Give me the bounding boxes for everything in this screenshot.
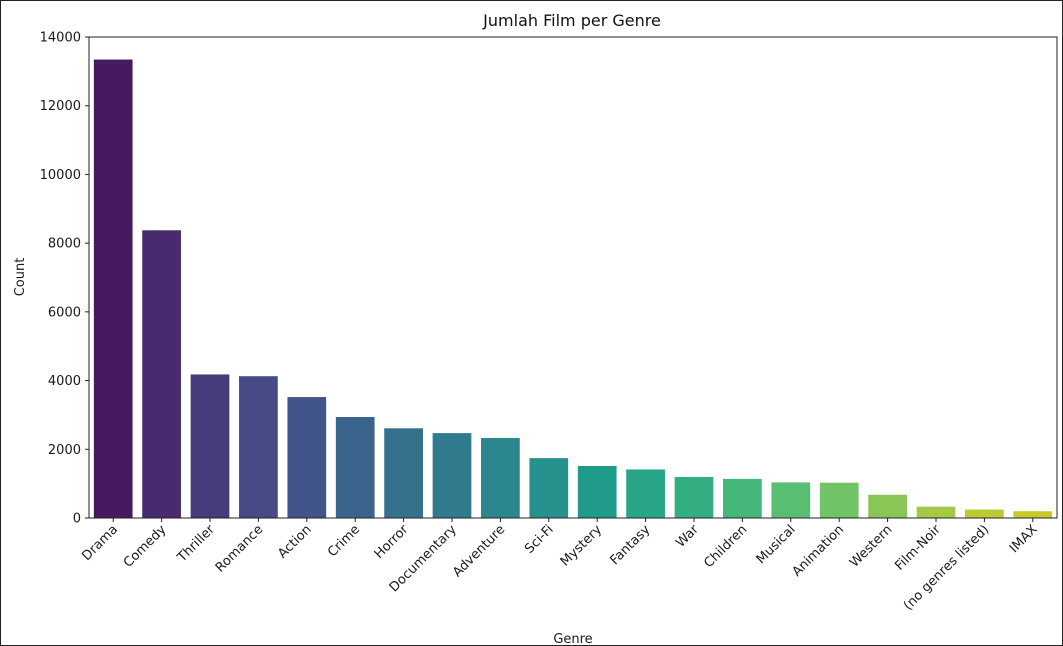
- y-tick-label: 6000: [48, 305, 81, 320]
- bar-comedy: [142, 230, 181, 519]
- bar-sci-fi: [529, 458, 569, 518]
- x-tick-label: Western: [847, 522, 895, 570]
- bar-film-noir: [916, 506, 956, 518]
- bar-children: [723, 478, 762, 518]
- x-tick-label: Horror: [372, 522, 412, 562]
- x-tick-label: Action: [275, 522, 314, 561]
- x-tick-label: Sci-Fi: [522, 522, 557, 557]
- x-tick-label: Comedy: [121, 522, 170, 571]
- bar-horror: [384, 428, 423, 518]
- bar-thriller: [190, 374, 230, 518]
- y-tick-label: 8000: [48, 237, 81, 252]
- bar-no-genres-listed: [965, 509, 1004, 518]
- bars-group: [93, 59, 1053, 519]
- y-tick-label: 10000: [40, 168, 81, 183]
- x-tick-label: Fantasy: [607, 522, 653, 568]
- chart-title: Jumlah Film per Genre: [482, 11, 661, 30]
- bar-musical: [771, 482, 811, 518]
- x-tick-label: War: [673, 522, 702, 551]
- bar-crime: [335, 417, 375, 518]
- bar-romance: [239, 376, 278, 518]
- bar-action: [287, 397, 327, 518]
- x-tick-label: Crime: [325, 522, 363, 560]
- y-tick-label: 4000: [48, 374, 81, 389]
- y-tick-label: 2000: [48, 443, 81, 458]
- x-tick-label: (no genres listed): [901, 522, 992, 613]
- x-tick-label: Drama: [79, 522, 121, 564]
- bar-mystery: [577, 465, 617, 518]
- y-tick-label: 12000: [40, 99, 81, 114]
- x-tick-label: IMAX: [1007, 522, 1041, 556]
- x-tick-label: Mystery: [558, 522, 605, 569]
- x-tick-label: Thriller: [174, 522, 218, 566]
- x-tick-label: Children: [701, 522, 750, 571]
- y-tick-label: 14000: [40, 31, 81, 46]
- y-axis-title: Count: [13, 258, 28, 297]
- bar-western: [868, 494, 907, 518]
- bar-drama: [93, 59, 133, 518]
- x-tick-label: Musical: [754, 522, 799, 567]
- bar-documentary: [432, 433, 472, 518]
- plot-area-frame: [88, 36, 1058, 519]
- bar-imax: [1013, 511, 1053, 518]
- x-tick-label: Film-Noir: [892, 522, 944, 574]
- bar-war: [674, 476, 714, 518]
- bar-fantasy: [626, 469, 665, 518]
- x-tick-label: Adventure: [450, 522, 508, 580]
- y-tick-label: 0: [73, 512, 81, 527]
- x-axis-title: Genre: [553, 632, 592, 646]
- bar-animation: [819, 482, 859, 518]
- x-tick-label: Animation: [790, 522, 847, 579]
- y-axis: 0 2000 4000 6000 8000 10000 12000 14000: [40, 31, 89, 527]
- x-tick-label: Romance: [213, 522, 266, 575]
- bar-adventure: [481, 437, 520, 518]
